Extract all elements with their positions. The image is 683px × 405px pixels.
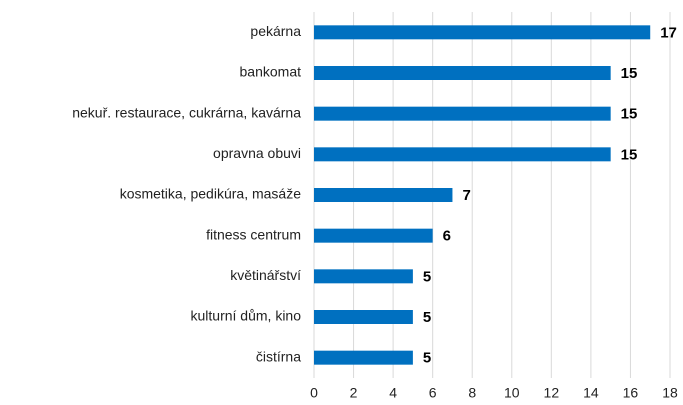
x-tick-label: 18 — [662, 385, 678, 401]
bar — [314, 147, 611, 162]
value-label: 5 — [423, 268, 431, 285]
value-label: 15 — [621, 65, 638, 82]
bar — [314, 25, 651, 40]
x-tick-label: 2 — [350, 385, 358, 401]
bar — [314, 106, 611, 121]
value-label: 15 — [621, 106, 638, 123]
value-label: 6 — [443, 228, 451, 245]
x-tick-label: 14 — [583, 385, 599, 401]
bar — [314, 228, 433, 243]
y-tick-label: kosmetika, pedikúra, masáže — [120, 186, 302, 202]
x-tick-label: 8 — [468, 385, 476, 401]
y-tick-label: opravna obuvi — [213, 145, 301, 161]
y-tick-label: nekuř. restaurace, cukrárna, kavárna — [72, 104, 301, 120]
value-label: 17 — [660, 24, 677, 41]
y-tick-label: fitness centrum — [206, 226, 301, 242]
bar — [314, 188, 453, 202]
x-tick-label: 10 — [504, 385, 520, 401]
bar — [314, 66, 611, 80]
value-label: 5 — [423, 350, 431, 367]
y-tick-label: pekárna — [250, 23, 301, 39]
bar — [314, 350, 413, 365]
y-tick-label: čistírna — [256, 348, 301, 364]
y-tick-label: bankomat — [240, 64, 302, 80]
bar — [314, 310, 413, 324]
x-tick-label: 12 — [544, 385, 560, 401]
x-tick-label: 0 — [310, 385, 318, 401]
value-label: 7 — [462, 187, 470, 204]
x-tick-label: 6 — [429, 385, 437, 401]
x-tick-label: 16 — [623, 385, 639, 401]
y-tick-label: kulturní dům, kino — [191, 308, 302, 324]
value-label: 5 — [423, 309, 431, 326]
bar — [314, 269, 413, 284]
y-tick-label: květinářství — [230, 267, 301, 283]
value-label: 15 — [621, 146, 638, 163]
x-tick-label: 4 — [389, 385, 397, 401]
